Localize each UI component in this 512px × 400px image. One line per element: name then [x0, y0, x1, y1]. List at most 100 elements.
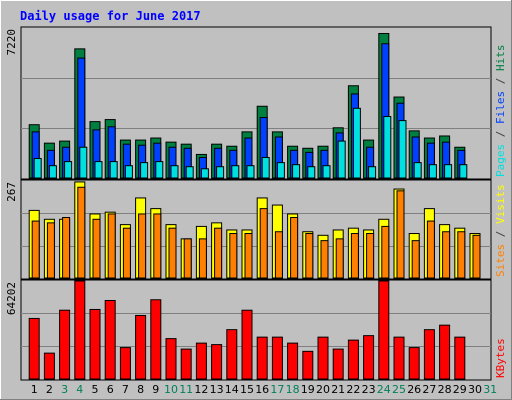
x-tick-day-8: 8 [137, 383, 144, 396]
bar-sites-day-30 [472, 234, 481, 279]
bar-sites-day-29 [457, 231, 466, 279]
bar-kbytes-day-5 [89, 308, 101, 380]
series-label-kbytes: KBytes [494, 338, 507, 378]
series-label-part: / [494, 124, 507, 144]
max-label-kbytes: 64202 [5, 282, 18, 315]
bar-kbytes-day-2 [43, 352, 55, 380]
bar-pages-day-21 [337, 140, 346, 179]
bar-pages-day-10 [170, 165, 179, 179]
bar-pages-day-27 [428, 164, 437, 179]
bar-kbytes-day-10 [165, 338, 177, 380]
x-tick-day-26: 26 [407, 383, 421, 396]
bar-pages-day-3 [64, 161, 73, 179]
bar-kbytes-day-13 [211, 344, 223, 380]
bar-kbytes-day-15 [241, 309, 253, 380]
series-label-part: / [494, 71, 507, 91]
x-tick-day-10: 10 [164, 383, 178, 396]
x-tick-day-3: 3 [61, 383, 68, 396]
x-tick-day-6: 6 [107, 383, 114, 396]
x-tick-day-2: 2 [46, 383, 53, 396]
bar-pages-day-18 [292, 164, 301, 179]
bar-sites-day-19 [305, 233, 314, 279]
x-tick-day-20: 20 [316, 383, 330, 396]
bar-sites-day-8 [138, 213, 147, 279]
bar-kbytes-day-20 [317, 336, 329, 380]
series-label-visits_sites: Sites / Visits [494, 184, 507, 277]
series-label-hits_files_pages: Pages / Files / Hits [494, 45, 507, 178]
x-tick-day-18: 18 [286, 383, 300, 396]
max-label-hits_files_pages: 7220 [5, 29, 18, 56]
bar-sites-day-15 [244, 233, 253, 279]
bar-sites-day-14 [229, 233, 238, 279]
x-tick-day-12: 12 [194, 383, 208, 396]
x-tick-day-4: 4 [76, 383, 83, 396]
bar-sites-day-23 [366, 233, 375, 279]
x-tick-day-15: 15 [240, 383, 254, 396]
bar-kbytes-day-27 [423, 329, 435, 380]
bar-pages-day-19 [307, 166, 316, 179]
bar-kbytes-day-19 [302, 350, 314, 380]
series-label-part: / [494, 224, 507, 244]
bar-pages-day-11 [185, 166, 194, 179]
bar-sites-day-4 [77, 186, 86, 279]
x-tick-day-1: 1 [31, 383, 38, 396]
bar-pages-day-12 [200, 168, 209, 179]
bar-sites-day-18 [290, 217, 299, 279]
bar-kbytes-day-25 [393, 336, 405, 380]
max-label-visits_sites: 267 [5, 182, 18, 202]
bar-kbytes-day-14 [226, 329, 238, 380]
bar-kbytes-day-7 [119, 347, 131, 380]
x-tick-day-31: 31 [483, 383, 497, 396]
bar-sites-day-1 [31, 220, 40, 279]
x-tick-day-14: 14 [225, 383, 239, 396]
bar-kbytes-day-17 [271, 336, 283, 380]
bar-sites-day-26 [411, 240, 420, 279]
x-tick-day-28: 28 [438, 383, 452, 396]
bar-pages-day-28 [444, 164, 453, 179]
series-label-part: Files [494, 91, 507, 124]
bar-kbytes-day-28 [439, 324, 451, 380]
bar-pages-day-16 [261, 157, 270, 179]
x-tick-day-16: 16 [255, 383, 269, 396]
bar-kbytes-day-1 [28, 317, 40, 380]
bar-pages-day-20 [322, 165, 331, 179]
bar-sites-day-20 [320, 240, 329, 279]
bar-pages-day-23 [368, 166, 377, 179]
x-tick-day-11: 11 [179, 383, 193, 396]
bar-pages-day-24 [383, 116, 392, 179]
bar-kbytes-day-11 [180, 348, 192, 380]
bar-kbytes-day-6 [104, 299, 116, 380]
x-tick-day-22: 22 [346, 383, 360, 396]
bar-sites-day-17 [274, 231, 283, 279]
series-label-part: Sites [494, 244, 507, 277]
bar-sites-day-21 [335, 238, 344, 279]
bar-kbytes-day-18 [287, 342, 299, 380]
x-tick-day-29: 29 [453, 383, 467, 396]
x-tick-day-30: 30 [468, 383, 482, 396]
bar-pages-day-8 [140, 162, 149, 179]
bar-sites-day-24 [381, 225, 390, 279]
series-label-part: Hits [494, 45, 507, 72]
x-tick-day-9: 9 [152, 383, 159, 396]
bar-pages-day-6 [109, 161, 118, 179]
bar-pages-day-29 [459, 164, 468, 179]
bar-pages-day-13 [216, 166, 225, 179]
bar-kbytes-day-12 [195, 342, 207, 380]
bar-kbytes-day-8 [135, 314, 147, 380]
x-tick-day-5: 5 [92, 383, 99, 396]
bar-pages-day-26 [413, 162, 422, 179]
bar-sites-day-3 [62, 217, 71, 279]
bar-kbytes-day-22 [347, 339, 359, 380]
bar-sites-day-22 [350, 233, 359, 279]
bar-sites-day-28 [442, 231, 451, 279]
bar-pages-day-14 [231, 165, 240, 179]
x-tick-day-7: 7 [122, 383, 129, 396]
x-tick-day-23: 23 [362, 383, 376, 396]
bar-pages-day-5 [94, 161, 103, 179]
bar-sites-day-11 [183, 238, 192, 279]
bar-pages-day-15 [246, 165, 255, 179]
x-tick-day-24: 24 [377, 383, 391, 396]
bar-pages-day-2 [48, 165, 57, 179]
series-label-part: KBytes [494, 338, 507, 378]
